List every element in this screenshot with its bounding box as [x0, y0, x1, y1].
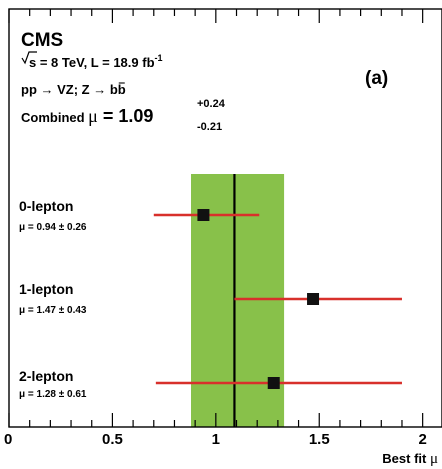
panel-label: (a) — [365, 68, 388, 89]
svg-text:pp → VZ; Z → bb: pp → VZ; Z → bb — [21, 82, 126, 97]
x-tick-label: 2 — [418, 431, 426, 448]
combined-prefix: Combined — [21, 110, 88, 125]
lumi-unit-sup: -1 — [155, 53, 163, 63]
process-text: pp → VZ; Z → b — [21, 82, 118, 97]
data-point-1-lepton — [307, 293, 320, 305]
category-mu-1-lepton: μ = 1.47 ± 0.43 — [19, 305, 87, 316]
x-axis-ticks — [8, 9, 424, 427]
process-bbar: b — [118, 82, 126, 97]
data-point-2-lepton — [267, 377, 280, 389]
combined-value: = 1.09 — [98, 106, 154, 126]
combined-mu-symbol: μ — [88, 106, 98, 126]
x-axis-tick-labels: 0 0.5 1 1.5 2 — [4, 431, 427, 448]
x-tick-label: 1 — [212, 431, 220, 448]
category-labels: 0-lepton μ = 0.94 ± 0.26 1-lepton μ = 1.47 … — [19, 198, 87, 400]
process-label: pp → VZ; Z → bb — [21, 82, 126, 97]
category-name-0-lepton: 0-lepton — [19, 198, 73, 214]
x-axis-title: Best fit μ — [382, 451, 438, 467]
combined-mu-label: Combined μ = 1.09 +0.24 -0.21 — [21, 98, 226, 133]
svg-text:s = 8 TeV, L = 18.9 fb-1: s = 8 TeV, L = 18.9 fb-1 — [29, 53, 163, 70]
plot-layer — [153, 174, 402, 427]
combined-err-down: -0.21 — [197, 121, 222, 133]
category-mu-2-lepton: μ = 1.28 ± 0.61 — [19, 389, 87, 400]
x-tick-label: 1.5 — [309, 431, 330, 448]
sqrt-icon — [21, 51, 37, 65]
energy-sqrt-arg: s — [29, 55, 36, 70]
x-tick-label: 0.5 — [102, 431, 123, 448]
combined-err-up: +0.24 — [197, 98, 226, 110]
category-mu-0-lepton: μ = 0.94 ± 0.26 — [19, 222, 87, 233]
energy-lumi-label: s = 8 TeV, L = 18.9 fb-1 — [21, 51, 163, 70]
data-point-0-lepton — [197, 209, 210, 221]
category-name-1-lepton: 1-lepton — [19, 281, 73, 297]
category-name-2-lepton: 2-lepton — [19, 368, 73, 384]
x-tick-label: 0 — [4, 431, 12, 448]
svg-text:Combined μ = 1.09: Combined μ = 1.09 — [21, 106, 153, 126]
energy-lumi-text: = 8 TeV, L = 18.9 fb — [36, 55, 154, 70]
experiment-label: CMS — [21, 30, 63, 51]
plot-frame — [8, 8, 442, 428]
